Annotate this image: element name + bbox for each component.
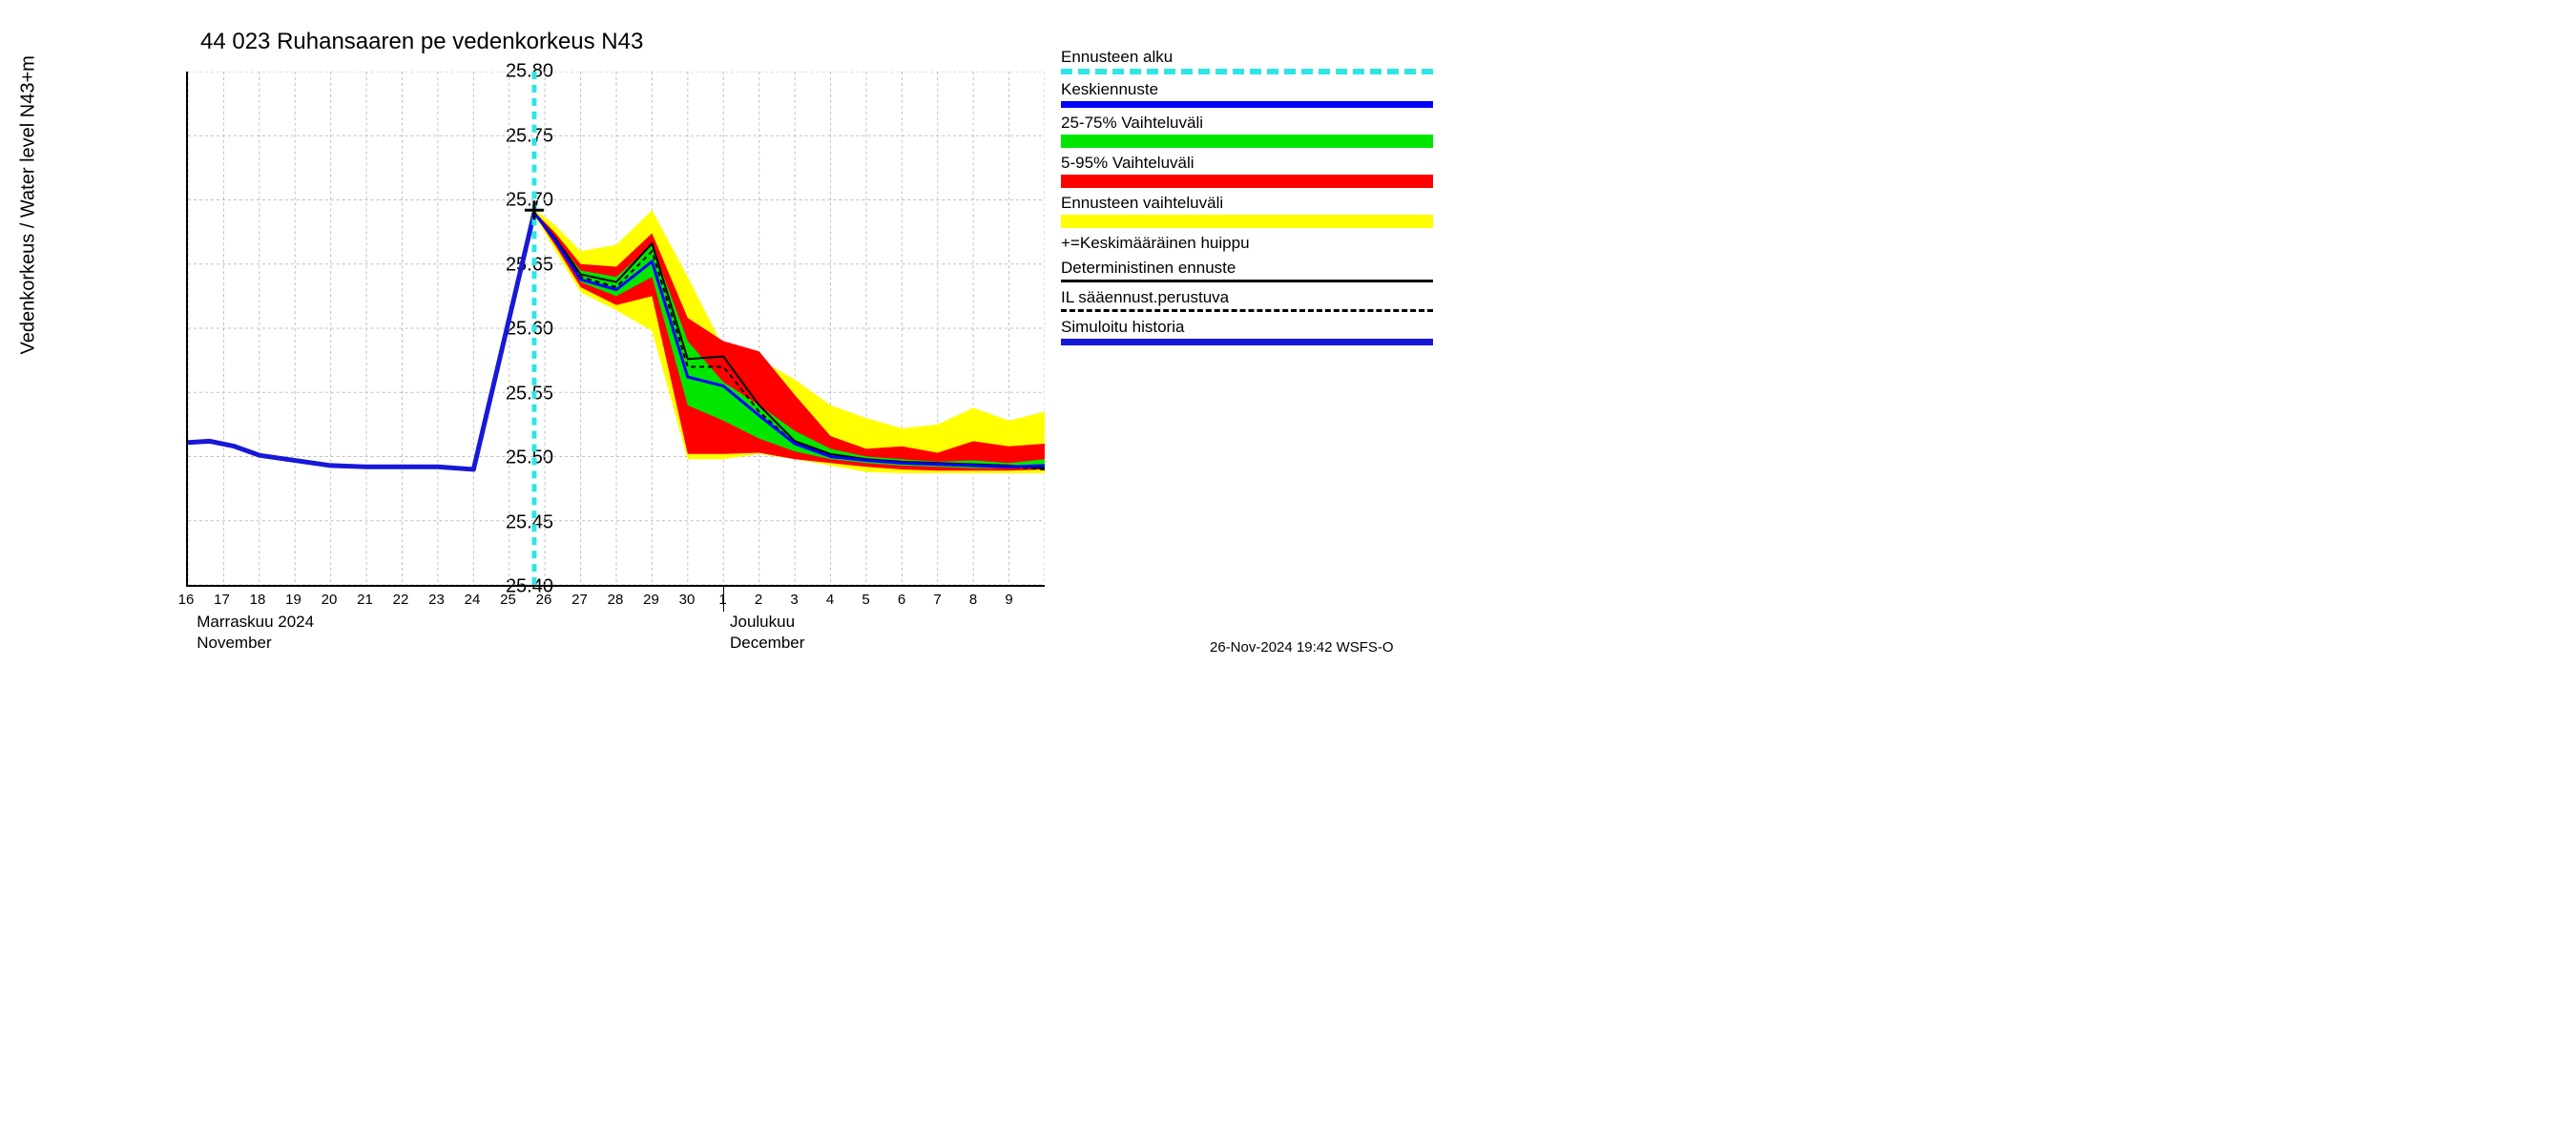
- x-tick-label: 16: [178, 592, 195, 608]
- legend-item: Deterministinen ennuste: [1061, 259, 1433, 282]
- legend-item: +=Keskimääräinen huippu: [1061, 234, 1433, 253]
- legend-item: IL sääennust.perustuva: [1061, 288, 1433, 312]
- legend-label: 25-75% Vaihteluväli: [1061, 114, 1433, 133]
- x-tick-label: 8: [969, 592, 977, 608]
- x-tick-label: 25: [500, 592, 516, 608]
- legend-label: Keskiennuste: [1061, 80, 1433, 99]
- legend-item: Keskiennuste: [1061, 80, 1433, 108]
- x-tick-label: 17: [214, 592, 230, 608]
- x-month-label-fi: Joulukuu: [730, 613, 795, 632]
- chart-container: 44 023 Ruhansaaren pe vedenkorkeus N43 V…: [19, 19, 1431, 668]
- legend-swatch: [1061, 215, 1433, 228]
- legend-swatch: [1061, 175, 1433, 188]
- x-month-label-en: November: [197, 634, 271, 653]
- x-tick-label: 26: [536, 592, 552, 608]
- legend-swatch: [1061, 309, 1433, 312]
- legend-swatch: [1061, 69, 1433, 74]
- x-tick-label: 22: [393, 592, 409, 608]
- legend-swatch: [1061, 135, 1433, 148]
- x-tick-label: 20: [322, 592, 338, 608]
- x-tick-label: 27: [571, 592, 588, 608]
- month-boundary-tick: [723, 587, 724, 612]
- x-month-label-fi: Marraskuu 2024: [197, 613, 314, 632]
- legend-label: Ennusteen alku: [1061, 48, 1433, 67]
- legend-item: Ennusteen vaihteluväli: [1061, 194, 1433, 228]
- legend-label: Ennusteen vaihteluväli: [1061, 194, 1433, 213]
- legend-item: 5-95% Vaihteluväli: [1061, 154, 1433, 188]
- plot-area: [186, 72, 1045, 587]
- x-tick-label: 3: [790, 592, 798, 608]
- legend-label: Deterministinen ennuste: [1061, 259, 1433, 278]
- x-tick-label: 19: [285, 592, 301, 608]
- footer-timestamp: 26-Nov-2024 19:42 WSFS-O: [1210, 639, 1394, 656]
- legend-label: 5-95% Vaihteluväli: [1061, 154, 1433, 173]
- legend: Ennusteen alku Keskiennuste 25-75% Vaihtel…: [1061, 48, 1433, 351]
- x-tick-label: 18: [250, 592, 266, 608]
- x-tick-label: 29: [643, 592, 659, 608]
- x-tick-label: 24: [465, 592, 481, 608]
- legend-swatch: [1061, 280, 1433, 282]
- x-tick-label: 28: [608, 592, 624, 608]
- chart-title: 44 023 Ruhansaaren pe vedenkorkeus N43: [200, 29, 643, 55]
- legend-label: +=Keskimääräinen huippu: [1061, 234, 1433, 253]
- legend-label: Simuloitu historia: [1061, 318, 1433, 337]
- x-tick-label: 5: [862, 592, 869, 608]
- x-tick-label: 9: [1005, 592, 1012, 608]
- legend-swatch: [1061, 101, 1433, 108]
- x-month-label-en: December: [730, 634, 804, 653]
- legend-label: IL sääennust.perustuva: [1061, 288, 1433, 307]
- x-tick-label: 23: [428, 592, 445, 608]
- x-tick-label: 4: [826, 592, 834, 608]
- legend-swatch: [1061, 339, 1433, 345]
- y-axis-label: Vedenkorkeus / Water level N43+m: [18, 55, 40, 354]
- legend-item: 25-75% Vaihteluväli: [1061, 114, 1433, 148]
- x-tick-label: 21: [357, 592, 373, 608]
- legend-item: Ennusteen alku: [1061, 48, 1433, 74]
- x-tick-label: 6: [898, 592, 905, 608]
- x-tick-label: 30: [679, 592, 696, 608]
- x-tick-label: 2: [755, 592, 762, 608]
- plot-svg: [188, 72, 1045, 585]
- legend-item: Simuloitu historia: [1061, 318, 1433, 345]
- x-tick-label: 7: [933, 592, 941, 608]
